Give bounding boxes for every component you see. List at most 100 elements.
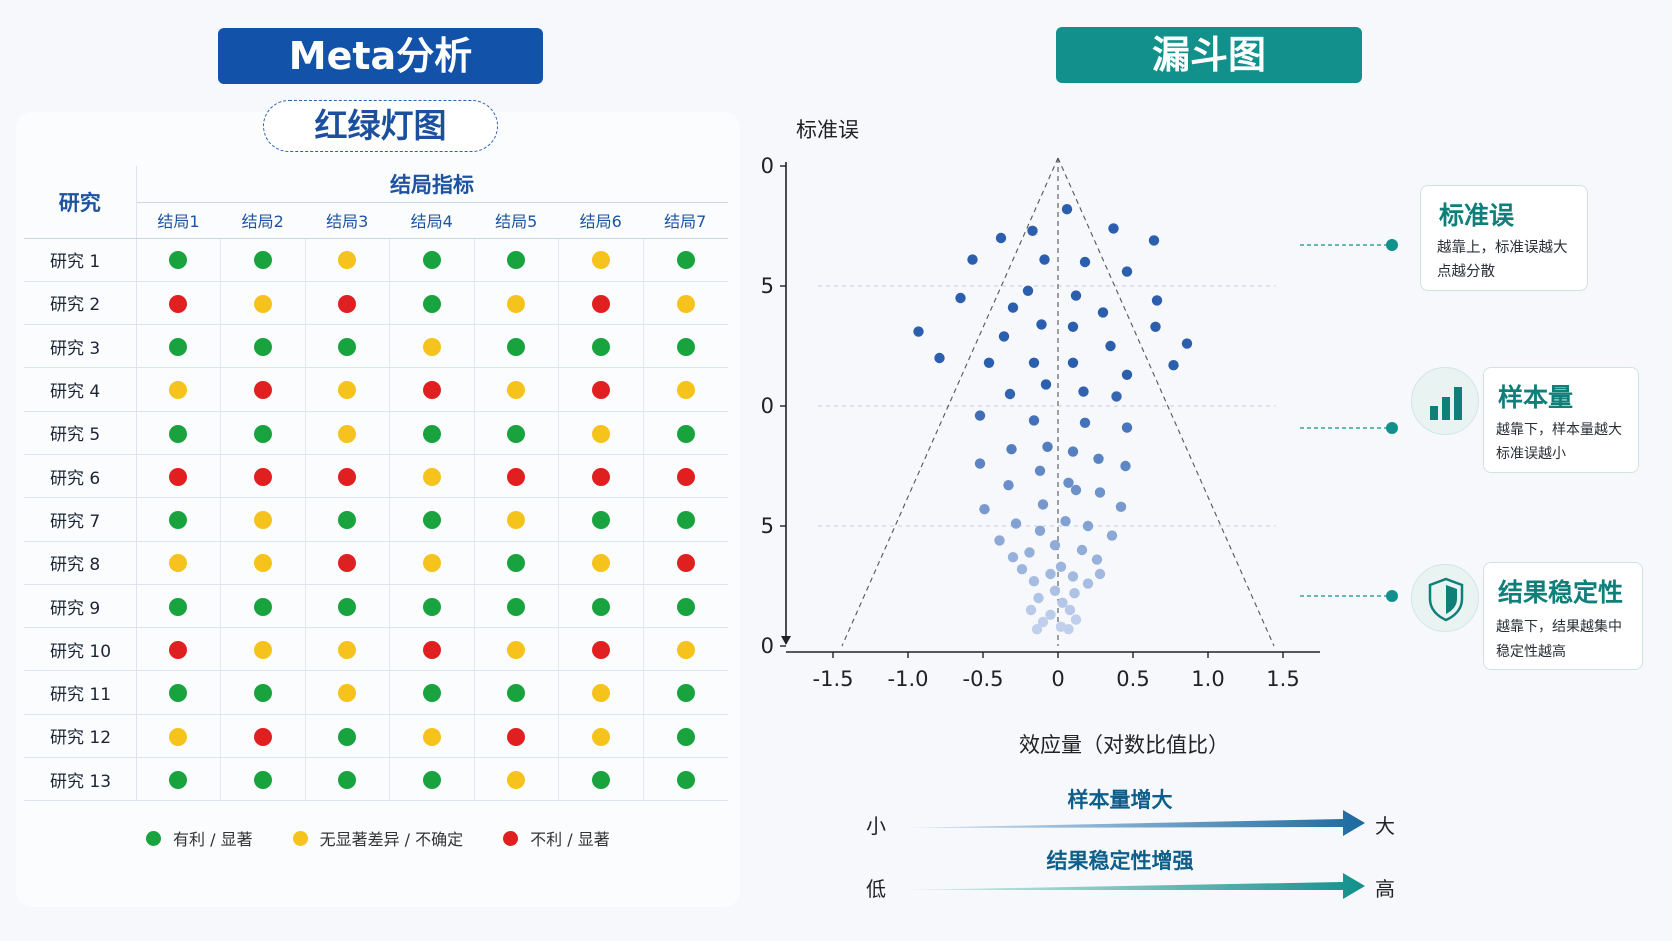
study-point xyxy=(1076,544,1088,556)
yellow-dot xyxy=(507,770,526,789)
study-point xyxy=(1168,360,1179,371)
rating-cell xyxy=(558,454,644,499)
yellow-dot xyxy=(338,641,357,660)
connector-dot xyxy=(1386,239,1398,251)
study-point xyxy=(1037,616,1049,628)
rating-cell xyxy=(643,497,728,542)
trend-end-label: 大 xyxy=(1375,814,1395,838)
study-point xyxy=(1115,501,1127,512)
table-row: 研究 4 xyxy=(24,367,728,412)
bar-chart-icon xyxy=(1411,367,1479,435)
legend-item-uncertain: 无显著差异 / 不确定 xyxy=(292,826,463,850)
study-label: 研究 9 xyxy=(24,584,137,629)
trend-arrows xyxy=(903,810,1365,899)
rating-cell xyxy=(389,670,475,715)
study-point xyxy=(1007,302,1019,313)
rating-cell xyxy=(389,454,475,499)
rating-cell xyxy=(305,497,390,542)
study-point xyxy=(1067,357,1079,368)
card-connectors xyxy=(1300,239,1398,602)
green-dot xyxy=(169,597,188,616)
study-label: 研究 2 xyxy=(24,281,137,326)
card-stability: 结果稳定性 越靠下，结果越集中 稳定性越高 xyxy=(1483,562,1643,670)
card-title: 样本量 xyxy=(1498,383,1574,412)
study-point xyxy=(1006,444,1017,455)
study-point xyxy=(983,357,995,368)
legend-yellow-dot xyxy=(292,830,308,846)
green-dot xyxy=(676,424,695,443)
green-dot xyxy=(169,424,188,443)
study-point xyxy=(1028,357,1040,368)
green-dot xyxy=(253,424,272,443)
study-point xyxy=(1061,204,1073,215)
study-point xyxy=(1055,561,1067,572)
rating-cell xyxy=(474,454,559,499)
study-point xyxy=(1121,266,1133,277)
rating-cell xyxy=(474,757,559,802)
funnel-plot: 标准误 -1.5 -1.0 -0.5 0 0.5 1.0 1.5 0.0 0.5 1.0 1.5 2.… xyxy=(760,118,1320,757)
yellow-dot xyxy=(338,424,357,443)
rating-cell xyxy=(643,324,728,369)
green-dot xyxy=(169,770,188,789)
rating-cell xyxy=(558,281,644,326)
rating-cell xyxy=(474,714,559,759)
axes xyxy=(781,162,1320,653)
rating-cell xyxy=(305,454,390,499)
study-point xyxy=(1094,568,1106,580)
rating-cell xyxy=(220,454,306,499)
study-point xyxy=(1094,487,1106,498)
green-dot xyxy=(338,337,357,356)
yellow-dot xyxy=(422,467,441,486)
green-dot xyxy=(253,770,272,789)
table-row: 研究 2 xyxy=(24,281,728,326)
rating-cell xyxy=(474,411,559,455)
rating-cell xyxy=(643,714,728,759)
red-dot xyxy=(507,467,526,486)
x-tick-label: -1.5 xyxy=(813,667,854,691)
red-dot xyxy=(338,467,357,486)
rating-cell xyxy=(558,238,644,282)
card-desc: 越靠下，结果越集中 xyxy=(1496,619,1622,635)
yellow-dot xyxy=(507,381,526,400)
red-dot xyxy=(169,467,188,486)
rating-cell xyxy=(220,281,306,326)
study-point xyxy=(974,410,986,421)
rating-cell xyxy=(220,324,306,369)
table-row: 研究 13 xyxy=(24,757,728,802)
green-dot xyxy=(338,770,357,789)
yellow-dot xyxy=(591,554,610,573)
study-points xyxy=(913,204,1193,635)
y-tick-label: 0.0 xyxy=(760,154,774,178)
yellow-dot xyxy=(591,424,610,443)
study-point xyxy=(1082,578,1094,589)
rating-cell xyxy=(220,714,306,759)
red-dot xyxy=(422,381,441,400)
rating-cell xyxy=(474,367,559,412)
study-point xyxy=(1063,477,1074,488)
study-point xyxy=(994,535,1005,546)
green-dot xyxy=(253,597,272,616)
study-point xyxy=(934,352,945,364)
study-label: 研究 13 xyxy=(24,757,137,802)
yellow-dot xyxy=(507,294,526,313)
study-point xyxy=(1063,624,1074,635)
rating-cell xyxy=(643,541,728,585)
study-point xyxy=(1070,484,1082,496)
green-dot xyxy=(507,554,526,573)
rating-cell xyxy=(474,281,559,326)
study-label: 研究 4 xyxy=(24,367,137,412)
stability-arrow xyxy=(903,873,1365,899)
rating-cell xyxy=(220,584,306,629)
green-dot xyxy=(676,511,695,530)
y-tick-label: 1.5 xyxy=(760,514,774,538)
study-point xyxy=(1070,614,1082,625)
funnel-left-line xyxy=(841,157,1059,647)
study-point xyxy=(1045,568,1056,580)
y-axis-title: 标准误 xyxy=(796,118,859,142)
rating-cell xyxy=(643,367,728,412)
study-point xyxy=(1057,597,1068,608)
study-point xyxy=(1121,369,1133,380)
rating-cell xyxy=(220,238,306,282)
green-dot xyxy=(169,251,188,270)
rating-cell xyxy=(389,411,475,455)
